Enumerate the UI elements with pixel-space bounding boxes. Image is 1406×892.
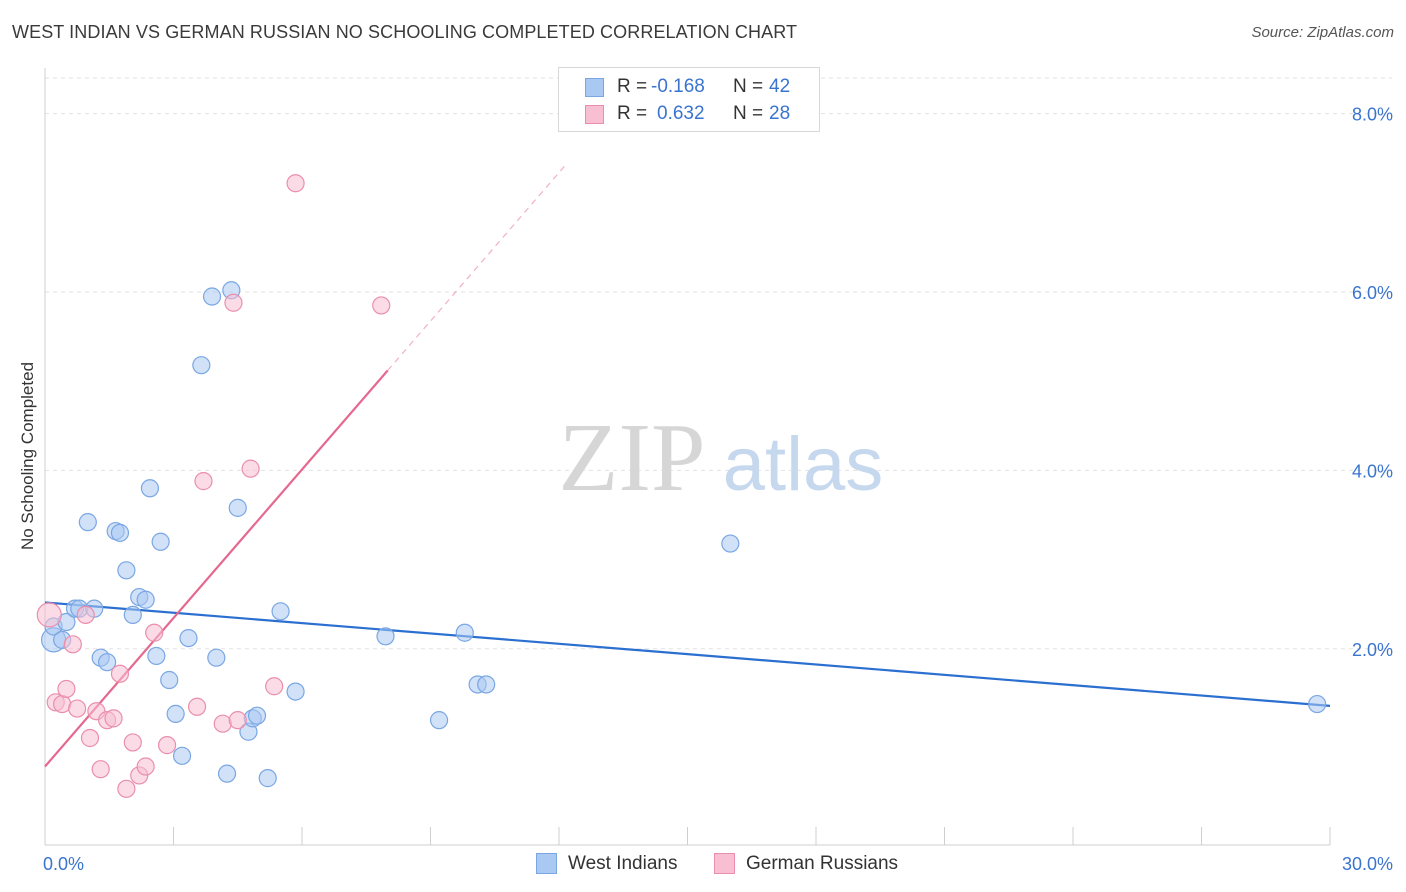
watermark-atlas: atlas — [723, 422, 884, 507]
german-russians-point — [91, 760, 110, 779]
german-russians-point — [80, 728, 100, 748]
german-russians-trend-extension — [387, 162, 569, 371]
axes — [44, 68, 1331, 846]
west-indians-point — [172, 746, 192, 765]
legend-swatch-blue — [536, 853, 557, 874]
west-indians-point — [98, 653, 117, 672]
r-value: 0.632 — [657, 103, 705, 124]
west-indians-point — [123, 605, 142, 625]
n-value: 28 — [769, 103, 791, 124]
west-indians-point — [136, 590, 155, 609]
german-russians-point — [224, 293, 243, 312]
german-russians-point — [68, 699, 87, 718]
west-indians-point — [217, 764, 237, 783]
german-russians-point — [157, 736, 177, 755]
source-label: Source: ZipAtlas.com — [1251, 24, 1394, 41]
west-indians-trend-line — [44, 601, 1331, 707]
german-russians-point — [286, 174, 305, 193]
german-russians-point — [213, 714, 232, 733]
german-russians-point — [136, 757, 155, 776]
legend-swatch-pink — [714, 853, 735, 874]
german-russians-point — [63, 635, 82, 654]
west-indians-point — [166, 704, 185, 723]
west-indians-point — [140, 479, 160, 498]
german-russians-point — [117, 779, 136, 798]
legend-label: West Indians — [568, 853, 678, 874]
german-russians-point — [104, 709, 123, 728]
west-indians-point — [202, 287, 222, 306]
german-russians-point — [372, 296, 391, 315]
trend-lines — [44, 162, 1331, 768]
x-tick-label: 30.0% — [1342, 854, 1393, 874]
r-label: R = — [617, 76, 648, 97]
west-indians-point — [721, 534, 740, 553]
german-russians-point — [57, 679, 76, 699]
x-tick-label: 0.0% — [43, 854, 84, 874]
west-indians-point — [160, 670, 179, 690]
stats-row-german-russians: R = 0.632 N = 28 — [559, 101, 819, 127]
german-russians-point — [194, 472, 213, 491]
west-indians-point — [179, 628, 198, 648]
german-russians-point — [123, 733, 142, 752]
stats-row-west-indians: R = -0.168 N = 42 — [559, 74, 819, 100]
west-indians-point — [151, 532, 170, 551]
west-indians-point — [477, 675, 496, 694]
west-indians-point — [192, 356, 211, 375]
german-russians-point — [76, 605, 95, 625]
german-russians-point — [53, 694, 72, 714]
west-indians-point — [286, 682, 305, 701]
data-points — [36, 174, 1327, 798]
chart-title: WEST INDIAN VS GERMAN RUSSIAN NO SCHOOLI… — [12, 22, 798, 42]
y-tick-label: 8.0% — [1352, 105, 1393, 125]
west-indians-point — [207, 648, 226, 667]
german-russians-trend-line — [44, 369, 389, 768]
y-tick-label: 4.0% — [1352, 461, 1393, 481]
stats-box: R = -0.168 N = 42 R = 0.632 N = 28 — [558, 67, 820, 132]
west-indians-point — [247, 706, 267, 725]
n-value: 42 — [769, 76, 791, 97]
german-russians-point — [241, 459, 260, 478]
west-indians-point — [228, 498, 247, 517]
r-label: R = — [617, 103, 648, 124]
west-indians-point — [258, 769, 277, 788]
y-axis-label: No Schooling Completed — [18, 361, 37, 551]
german-russians-point — [228, 711, 247, 730]
watermark: ZIP atlas — [559, 404, 884, 512]
stats-swatch-pink — [585, 105, 604, 124]
n-label: N = — [733, 103, 764, 124]
legend-label: German Russians — [746, 853, 899, 874]
west-indians-point — [78, 513, 97, 532]
west-indians-point — [429, 711, 449, 730]
west-indians-point — [271, 602, 290, 621]
stats-swatch-blue — [585, 78, 604, 97]
west-indians-point — [1308, 694, 1327, 714]
west-indians-point — [117, 561, 136, 580]
watermark-zip: ZIP — [559, 404, 706, 512]
y-tick-label: 6.0% — [1352, 283, 1393, 303]
tick-labels: 2.0% 4.0% 6.0% 8.0% 0.0% 30.0% — [43, 105, 1393, 874]
german-russians-point — [110, 664, 130, 683]
german-russians-point — [187, 697, 207, 716]
west-indians-point — [455, 623, 474, 642]
west-indians-point — [110, 523, 130, 542]
gridlines — [45, 77, 1392, 650]
r-value: -0.168 — [651, 76, 705, 97]
n-label: N = — [733, 76, 764, 97]
y-tick-label: 2.0% — [1352, 640, 1393, 660]
german-russians-point — [36, 602, 62, 628]
german-russians-point — [265, 677, 284, 696]
west-indians-point — [147, 646, 166, 666]
west-indians-point — [376, 627, 395, 646]
german-russians-point — [145, 623, 164, 642]
